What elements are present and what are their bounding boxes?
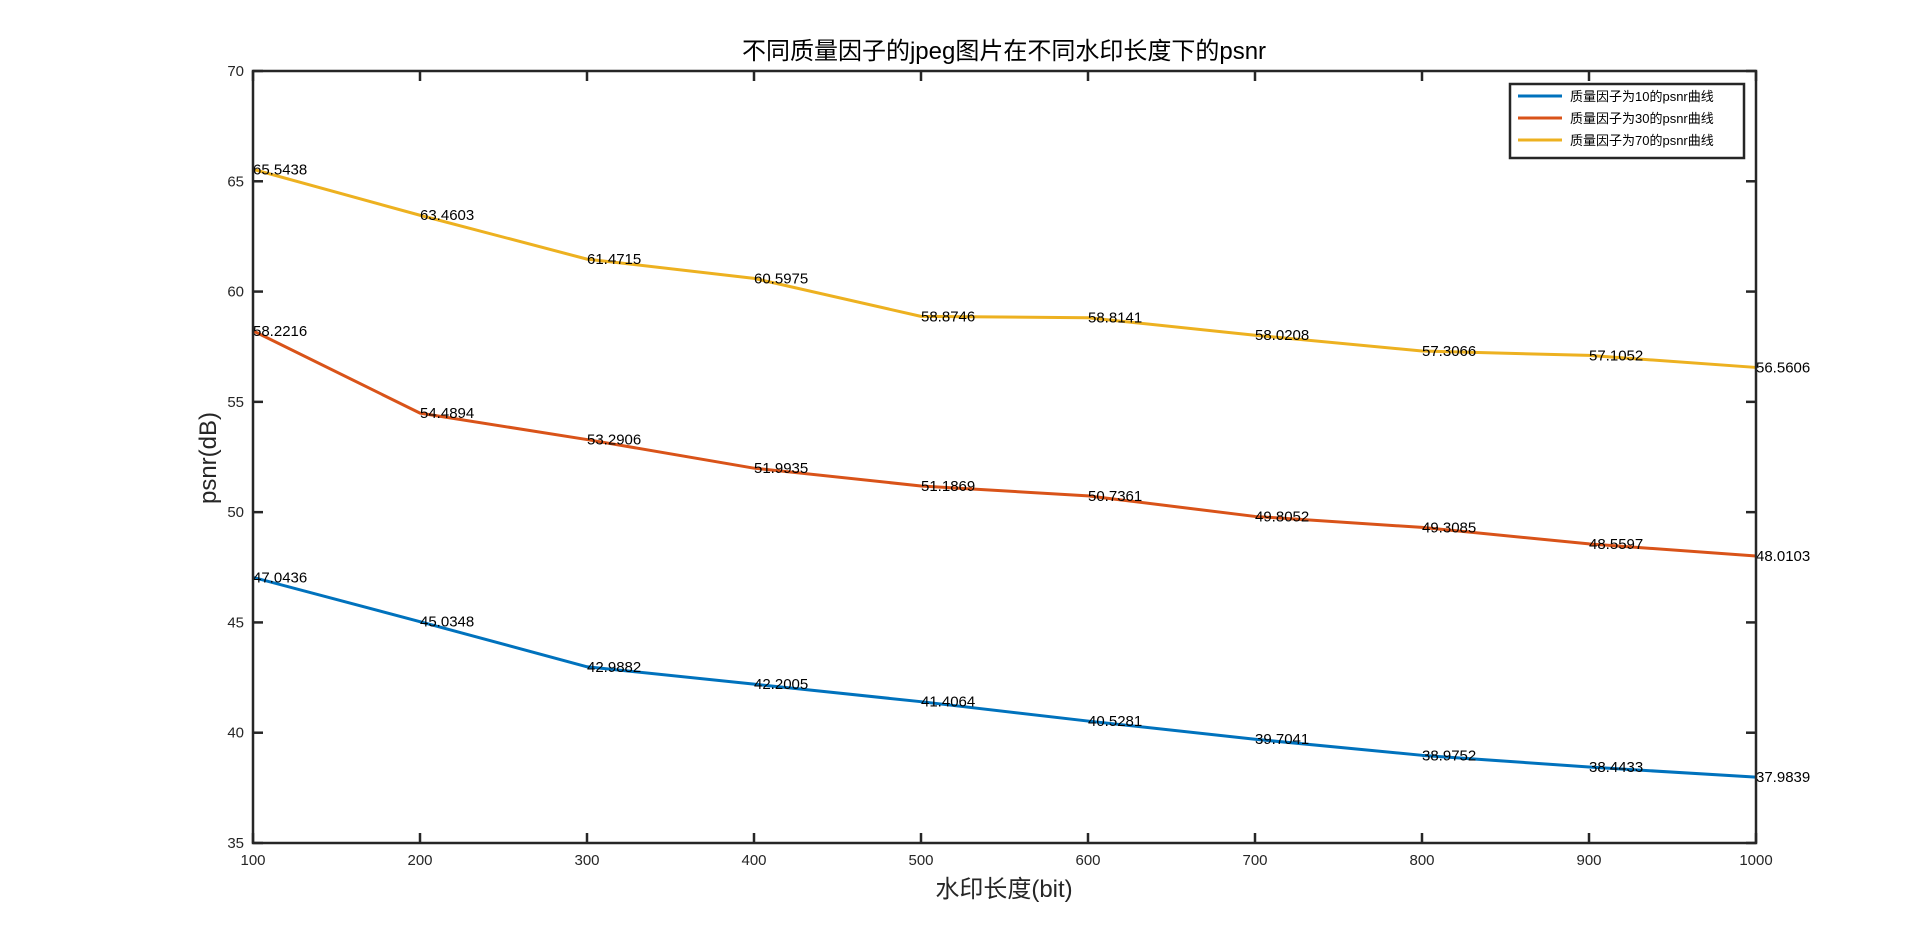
x-tick-label: 800 xyxy=(1409,852,1434,869)
data-label: 39.7041 xyxy=(1255,731,1309,748)
y-tick-label: 45 xyxy=(227,614,244,631)
data-label: 63.4603 xyxy=(420,207,474,224)
legend-entry-label: 质量因子为10的psnr曲线 xyxy=(1570,89,1714,104)
data-label: 65.5438 xyxy=(253,161,307,178)
data-label: 49.8052 xyxy=(1255,508,1309,525)
data-label: 50.7361 xyxy=(1088,488,1142,505)
data-label: 58.0208 xyxy=(1255,327,1309,344)
series-lines xyxy=(252,167,1757,779)
data-label: 37.9839 xyxy=(1756,769,1810,786)
y-tick-label: 65 xyxy=(227,173,244,190)
y-tick-label: 35 xyxy=(227,835,244,852)
data-label: 56.5606 xyxy=(1756,359,1810,376)
x-tick-label: 200 xyxy=(407,852,432,869)
data-label: 58.8746 xyxy=(921,308,975,325)
x-tick-label: 300 xyxy=(574,852,599,869)
data-label: 40.5281 xyxy=(1088,713,1142,730)
data-label: 58.8141 xyxy=(1088,310,1142,327)
series-line xyxy=(252,167,1757,369)
x-tick-label: 600 xyxy=(1075,852,1100,869)
data-label: 51.9935 xyxy=(754,460,808,477)
data-labels: 47.0436 45.0348 42.9882 42.2005 41.4064 40.52… xyxy=(253,161,1810,786)
data-label: 42.2005 xyxy=(754,676,808,693)
data-label: 48.5597 xyxy=(1589,536,1643,553)
x-tick-label: 1000 xyxy=(1739,852,1772,869)
data-label: 38.4433 xyxy=(1589,759,1643,776)
series-line xyxy=(252,575,1757,779)
data-label: 61.4715 xyxy=(587,251,641,268)
data-label: 51.1869 xyxy=(921,478,975,495)
data-label: 57.3066 xyxy=(1422,343,1476,360)
x-tick-label: 900 xyxy=(1576,852,1601,869)
x-tick-label: 100 xyxy=(240,852,265,869)
data-label: 54.4894 xyxy=(420,405,474,422)
y-tick-label: 60 xyxy=(227,284,244,301)
data-label: 57.1052 xyxy=(1589,347,1643,364)
data-label: 42.9882 xyxy=(587,659,641,676)
y-axis-label: psnr(dB) xyxy=(195,412,222,504)
y-tick-label: 70 xyxy=(227,63,244,80)
legend-entry-label: 质量因子为30的psnr曲线 xyxy=(1570,111,1714,126)
y-tick-label: 50 xyxy=(227,504,244,521)
legend-entry-label: 质量因子为70的psnr曲线 xyxy=(1570,133,1714,148)
data-label: 45.0348 xyxy=(420,614,474,631)
chart-title: 不同质量因子的jpeg图片在不同水印长度下的psnr xyxy=(742,38,1266,65)
y-tick-label: 55 xyxy=(227,394,244,411)
data-label: 58.2216 xyxy=(253,323,307,340)
series-line xyxy=(252,329,1757,558)
plot-area-frame xyxy=(251,69,1758,845)
x-axis-label: 水印长度(bit) xyxy=(935,876,1072,903)
y-tick-label: 40 xyxy=(227,725,244,742)
data-label: 38.9752 xyxy=(1422,747,1476,764)
data-label: 53.2906 xyxy=(587,432,641,449)
x-tick-label: 700 xyxy=(1242,852,1267,869)
legend: 质量因子为10的psnr曲线质量因子为30的psnr曲线质量因子为70的psnr… xyxy=(1508,82,1746,160)
data-label: 47.0436 xyxy=(253,569,307,586)
data-label: 41.4064 xyxy=(921,694,975,711)
x-tick-label: 500 xyxy=(908,852,933,869)
data-label: 48.0103 xyxy=(1756,548,1810,565)
axis-ticks: 100 200 300 400 500 600 700 800 900 1000 35 40 45 50 5… xyxy=(227,63,1772,869)
x-tick-label: 400 xyxy=(741,852,766,869)
data-label: 60.5975 xyxy=(754,270,808,287)
data-label: 49.3085 xyxy=(1422,519,1476,536)
